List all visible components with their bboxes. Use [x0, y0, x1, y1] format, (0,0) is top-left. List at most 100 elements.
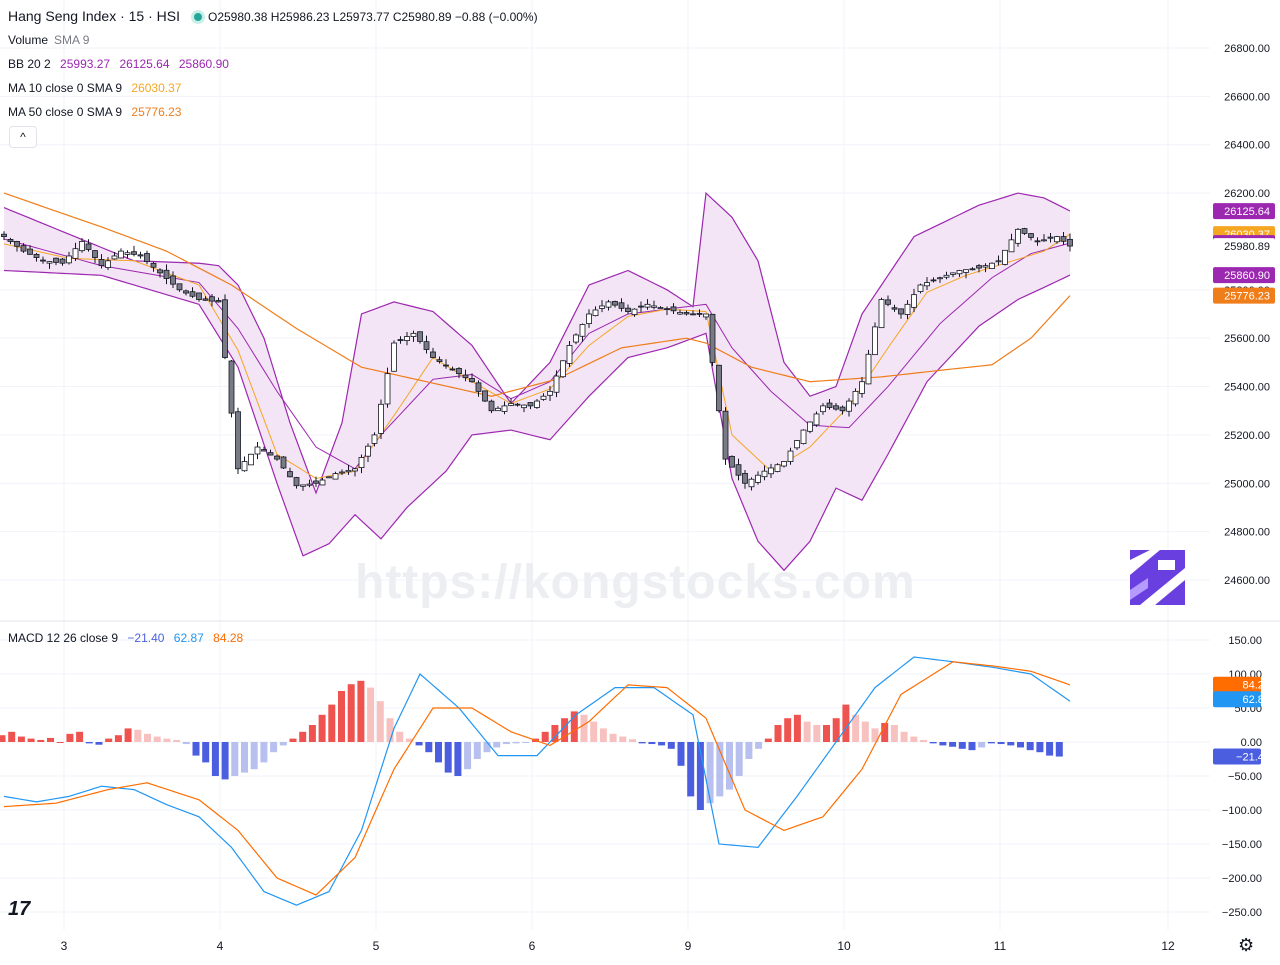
candle-body [157, 269, 163, 274]
macd-histogram-bar [900, 731, 908, 742]
macd-histogram-bar [231, 742, 239, 776]
macd-histogram-bar [958, 742, 966, 749]
candle-body [261, 449, 267, 452]
macd-histogram-bar [1046, 742, 1054, 756]
macd-histogram-bar [144, 733, 151, 742]
macd-histogram-bar [997, 742, 1005, 745]
candle-body [300, 484, 306, 487]
candle-body [469, 378, 475, 383]
macd-histogram-bar [308, 725, 316, 742]
candle-body [352, 468, 358, 472]
time-tick-label: 10 [837, 939, 851, 953]
macd-histogram-bar [464, 742, 472, 770]
collapse-legend-button[interactable]: ^ [9, 126, 37, 148]
candle-body [716, 364, 722, 412]
macd-histogram-bar [221, 742, 229, 780]
macd-legend[interactable]: MACD 12 26 close 9 −21.40 62.87 84.28 [8, 630, 249, 646]
candle-body [254, 446, 261, 455]
macd-histogram-bar [163, 738, 171, 742]
macd-line [3, 656, 1071, 906]
bb-legend[interactable]: BB 20 2 25993.27 26125.64 25860.90 [8, 56, 235, 72]
macd-tick-label: −100.00 [1222, 805, 1262, 817]
macd-histogram-bar [338, 691, 345, 742]
candle-body [729, 455, 735, 468]
candle-body [397, 339, 404, 341]
chevron-up-icon: ^ [20, 130, 26, 144]
macd-histogram-bar [328, 704, 336, 742]
macd-histogram-bar [638, 742, 646, 744]
candle-body [410, 332, 417, 337]
indicator-lines [3, 191, 1071, 572]
candle-body [514, 403, 521, 406]
candle-body [540, 395, 547, 400]
candle-body [826, 402, 833, 408]
macd-histogram-bar [56, 742, 64, 743]
volume-label: Volume [8, 33, 49, 47]
price-axis-label-bg [1213, 238, 1275, 255]
candle-body [787, 450, 794, 462]
macd-histogram-bar [512, 742, 520, 744]
macd-histogram-bar [852, 714, 860, 742]
candle-body [898, 308, 904, 315]
price-tick-label: 26600.00 [1224, 91, 1270, 103]
candle-body [1047, 236, 1054, 239]
time-tick-label: 3 [61, 939, 68, 953]
volume-legend[interactable]: Volume SMA 9 [8, 32, 95, 48]
ma10-line [3, 233, 1071, 479]
ma50-legend[interactable]: MA 50 close 0 SMA 9 25776.23 [8, 104, 187, 120]
price-tick-label: 26200.00 [1224, 188, 1270, 200]
ma50-label: MA 50 close 0 SMA 9 [8, 105, 123, 119]
macd-histogram-bar [134, 729, 142, 742]
macd-histogram-bar [318, 714, 326, 742]
macd-tick-label: 150.00 [1228, 635, 1262, 647]
candle-body [391, 342, 397, 372]
candle-body [1034, 240, 1041, 243]
tradingview-logo[interactable]: 17 [8, 898, 31, 920]
candle-body [761, 470, 768, 478]
candle-body [755, 474, 761, 483]
candle-body [235, 411, 241, 470]
candle-body [865, 353, 872, 385]
candle-body [59, 258, 66, 264]
candle-body [969, 268, 976, 271]
candle-body [605, 301, 612, 308]
candle-body [423, 341, 430, 350]
macd-histogram-bar [415, 742, 423, 746]
candle-body [384, 373, 391, 405]
candle-body [85, 243, 92, 250]
candle-body [137, 254, 144, 257]
candle-body [33, 253, 40, 258]
candle-body [781, 461, 787, 467]
ma10-legend[interactable]: MA 10 close 0 SMA 9 26030.37 [8, 80, 187, 96]
candle-body [937, 277, 943, 280]
macd-histogram-bar [493, 742, 501, 748]
macd-histogram-bar [590, 721, 598, 742]
kongstocks-logo-icon [1130, 550, 1185, 605]
macd-histogram-bar [842, 704, 850, 742]
gear-icon[interactable]: ⚙ [1238, 935, 1255, 955]
macd-histogram-bar [473, 742, 481, 759]
macd-histogram-bar [871, 728, 879, 742]
candle-body [176, 283, 183, 291]
macd-histogram-bar [435, 742, 442, 763]
macd-histogram-bar [37, 739, 45, 742]
candle-body [527, 402, 534, 407]
macd-histogram-bar [910, 736, 918, 742]
candle-body [1067, 238, 1073, 247]
candle-body [813, 413, 820, 426]
symbol-legend[interactable]: Hang Seng Index · 15 · HSI O25980.38 H259… [8, 8, 544, 25]
candle-body [696, 312, 703, 315]
candle-body [690, 313, 696, 316]
symbol-title[interactable]: Hang Seng Index · 15 · HSI [8, 8, 180, 24]
price-tick-label: 24800.00 [1224, 527, 1270, 539]
candle-body [306, 483, 313, 486]
candle-body [859, 381, 865, 394]
price-axis-label-bg [1213, 287, 1275, 304]
candle-body [963, 269, 969, 273]
macd-line-value: 62.87 [173, 631, 204, 645]
candle-body [358, 457, 365, 468]
bb-upper-value: 26125.64 [119, 57, 170, 71]
macd-histogram-bar [813, 725, 821, 742]
